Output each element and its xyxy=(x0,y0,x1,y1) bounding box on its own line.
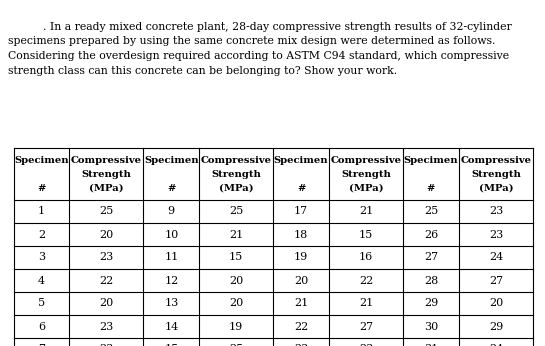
Text: 25: 25 xyxy=(99,207,113,217)
Text: #: # xyxy=(37,184,46,193)
Text: 15: 15 xyxy=(359,229,373,239)
Text: 27: 27 xyxy=(359,321,373,331)
Text: #: # xyxy=(167,184,175,193)
Text: 23: 23 xyxy=(99,345,113,346)
Text: 1: 1 xyxy=(38,207,45,217)
Text: Specimen: Specimen xyxy=(14,156,69,165)
Text: 21: 21 xyxy=(294,299,308,309)
Text: 4: 4 xyxy=(38,275,45,285)
Text: (MPa): (MPa) xyxy=(219,184,253,193)
Text: 24: 24 xyxy=(489,253,503,263)
Text: 12: 12 xyxy=(164,275,178,285)
Text: Considering the overdesign required according to ASTM C94 standard, which compre: Considering the overdesign required acco… xyxy=(8,51,509,61)
Text: 17: 17 xyxy=(294,207,308,217)
Text: 25: 25 xyxy=(229,207,244,217)
Text: 22: 22 xyxy=(359,275,373,285)
Text: 20: 20 xyxy=(229,275,244,285)
Text: 23: 23 xyxy=(294,345,308,346)
Text: 23: 23 xyxy=(489,229,503,239)
Text: 6: 6 xyxy=(38,321,45,331)
Text: Specimen: Specimen xyxy=(404,156,458,165)
Text: 21: 21 xyxy=(359,299,373,309)
Text: 29: 29 xyxy=(424,299,438,309)
Text: 27: 27 xyxy=(489,275,503,285)
Text: 26: 26 xyxy=(424,229,438,239)
Text: 25: 25 xyxy=(424,207,438,217)
Text: 31: 31 xyxy=(424,345,438,346)
Text: 23: 23 xyxy=(99,321,113,331)
Text: 3: 3 xyxy=(38,253,45,263)
Text: 7: 7 xyxy=(38,345,45,346)
Text: 27: 27 xyxy=(424,253,438,263)
Text: #: # xyxy=(427,184,435,193)
Text: 23: 23 xyxy=(99,253,113,263)
Text: 11: 11 xyxy=(164,253,178,263)
Text: Compressive: Compressive xyxy=(201,156,272,165)
Text: 2: 2 xyxy=(38,229,45,239)
Text: 13: 13 xyxy=(164,299,178,309)
Text: 23: 23 xyxy=(489,207,503,217)
Text: 19: 19 xyxy=(294,253,308,263)
Text: 23: 23 xyxy=(359,345,373,346)
Text: 15: 15 xyxy=(229,253,244,263)
Text: (MPa): (MPa) xyxy=(89,184,124,193)
Text: 9: 9 xyxy=(168,207,175,217)
Text: 19: 19 xyxy=(229,321,244,331)
Text: 14: 14 xyxy=(164,321,178,331)
Text: Strength: Strength xyxy=(471,170,521,179)
Text: 22: 22 xyxy=(99,275,113,285)
Text: 20: 20 xyxy=(229,299,244,309)
Text: 28: 28 xyxy=(424,275,438,285)
Text: 10: 10 xyxy=(164,229,178,239)
Text: 21: 21 xyxy=(359,207,373,217)
Text: 24: 24 xyxy=(489,345,503,346)
Text: 20: 20 xyxy=(294,275,308,285)
Text: 20: 20 xyxy=(99,229,113,239)
Text: Specimen: Specimen xyxy=(274,156,329,165)
Text: 21: 21 xyxy=(229,229,244,239)
Text: 30: 30 xyxy=(424,321,438,331)
Text: Specimen: Specimen xyxy=(144,156,198,165)
Text: Strength: Strength xyxy=(341,170,391,179)
Text: Compressive: Compressive xyxy=(461,156,531,165)
Text: 20: 20 xyxy=(489,299,503,309)
Text: 18: 18 xyxy=(294,229,308,239)
Text: (MPa): (MPa) xyxy=(349,184,383,193)
Text: 5: 5 xyxy=(38,299,45,309)
Text: (MPa): (MPa) xyxy=(479,184,513,193)
Text: Strength: Strength xyxy=(81,170,131,179)
Text: 25: 25 xyxy=(229,345,244,346)
Text: 22: 22 xyxy=(294,321,308,331)
Text: Compressive: Compressive xyxy=(71,156,142,165)
Text: 16: 16 xyxy=(359,253,373,263)
Text: specimens prepared by using the same concrete mix design were determined as foll: specimens prepared by using the same con… xyxy=(8,36,495,46)
Text: 15: 15 xyxy=(164,345,178,346)
Text: 29: 29 xyxy=(489,321,503,331)
Text: . In a ready mixed concrete plant, 28-day compressive strength results of 32-cyl: . In a ready mixed concrete plant, 28-da… xyxy=(8,22,512,32)
Text: Compressive: Compressive xyxy=(331,156,402,165)
Text: Strength: Strength xyxy=(211,170,261,179)
Text: strength class can this concrete can be belonging to? Show your work.: strength class can this concrete can be … xyxy=(8,65,397,75)
Text: 20: 20 xyxy=(99,299,113,309)
Text: #: # xyxy=(297,184,305,193)
